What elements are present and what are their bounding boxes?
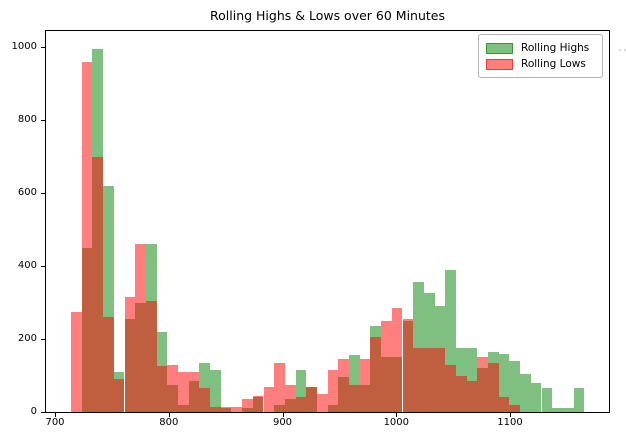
hist-bar-red: [316, 393, 328, 412]
hist-bar-green: [210, 370, 221, 412]
hist-bar-red: [306, 386, 317, 412]
legend-item: Rolling Lows: [486, 56, 594, 72]
edge-artifact: ' ': [619, 48, 626, 57]
legend-swatch-icon: [486, 58, 513, 70]
hist-bar-green: [349, 355, 360, 412]
hist-bar-green: [520, 373, 531, 412]
x-tick-label: 1000: [383, 417, 410, 428]
legend-label: Rolling Highs: [521, 42, 590, 54]
y-tick-label: 400: [17, 260, 37, 271]
hist-bar-red: [466, 381, 478, 412]
hist-bar-red: [252, 395, 264, 412]
hist-bar-red: [423, 348, 435, 412]
hist-bar-red: [284, 384, 296, 412]
x-tick-label: 1100: [497, 417, 523, 428]
x-tick-mark: [55, 413, 56, 417]
y-tick-label: 200: [17, 333, 37, 344]
hist-bar-green: [541, 388, 553, 412]
hist-bar-red: [488, 362, 499, 412]
y-tick-label: 0: [30, 406, 37, 417]
hist-bar-red: [177, 371, 189, 412]
hist-bar-red: [145, 300, 157, 412]
hist-bar-green: [103, 185, 114, 412]
y-tick-mark: [41, 266, 45, 267]
hist-bar-red: [274, 362, 285, 412]
plot-area: [45, 30, 610, 413]
hist-bar-green: [295, 370, 307, 412]
hist-bar-red: [498, 397, 510, 412]
hist-bar-red: [349, 384, 360, 412]
hist-bar-green: [562, 408, 574, 412]
hist-bar-red: [263, 386, 275, 412]
y-tick-mark: [41, 120, 45, 121]
hist-bar-red: [381, 320, 392, 412]
hist-bar-red: [477, 357, 488, 412]
x-tick-mark: [168, 413, 170, 417]
hist-bar-green: [573, 388, 585, 412]
hist-bar-red: [188, 371, 200, 412]
x-tick-label: 900: [272, 417, 293, 428]
hist-bar-red: [167, 364, 178, 412]
hist-bar-green: [199, 362, 210, 412]
hist-bar-red: [391, 308, 403, 412]
hist-bar-red: [327, 370, 339, 412]
hist-bar-green: [530, 382, 542, 412]
hist-bar-green: [413, 282, 424, 412]
x-tick-mark: [396, 413, 398, 417]
hist-bar-red: [220, 408, 232, 412]
legend: Rolling Highs Rolling Lows: [478, 34, 603, 78]
hist-bar-green: [466, 348, 478, 412]
hist-bar-red: [103, 317, 114, 412]
hist-bar-red: [156, 366, 168, 412]
x-tick-label: 700: [45, 417, 65, 428]
hist-bar-red: [135, 244, 146, 412]
x-tick-label: 800: [159, 417, 179, 428]
hist-bar-red: [242, 399, 253, 412]
hist-bar-red: [509, 404, 521, 412]
y-tick-label: 800: [17, 114, 37, 125]
hist-bar-green: [509, 360, 521, 412]
hist-bar-red: [295, 397, 307, 412]
hist-bar-red: [370, 337, 382, 412]
hist-bar-red: [445, 364, 456, 412]
hist-bar-red: [92, 156, 104, 412]
hist-bar-green: [498, 353, 510, 412]
hist-bar-red: [124, 297, 136, 412]
hist-bar-red: [338, 359, 349, 412]
hist-bar-red: [113, 379, 125, 412]
x-tick-mark: [282, 413, 284, 417]
chart-title: Rolling Highs & Lows over 60 Minutes: [210, 8, 445, 23]
legend-label: Rolling Lows: [521, 58, 586, 70]
y-tick-mark: [41, 47, 45, 49]
hist-bar-red: [413, 348, 424, 412]
y-tick-label: 600: [17, 187, 37, 198]
hist-bar-red: [81, 61, 93, 412]
hist-bar-red: [210, 406, 221, 412]
legend-swatch-icon: [486, 42, 513, 54]
hist-bar-red: [402, 318, 414, 412]
legend-item: Rolling Highs: [486, 40, 594, 56]
hist-bar-green: [445, 269, 456, 412]
y-tick-mark: [41, 339, 45, 340]
hist-bar-green: [552, 408, 563, 412]
hist-bar-red: [455, 375, 467, 412]
hist-bar-red: [199, 388, 210, 412]
y-tick-mark: [41, 193, 45, 194]
hist-bar-red: [434, 348, 446, 412]
hist-bar-red: [71, 311, 82, 412]
hist-bar-red: [359, 359, 371, 412]
y-tick-mark: [41, 412, 45, 413]
x-tick-mark: [510, 413, 511, 417]
y-tick-label: 1000: [11, 41, 37, 53]
hist-bar-red: [231, 406, 243, 412]
